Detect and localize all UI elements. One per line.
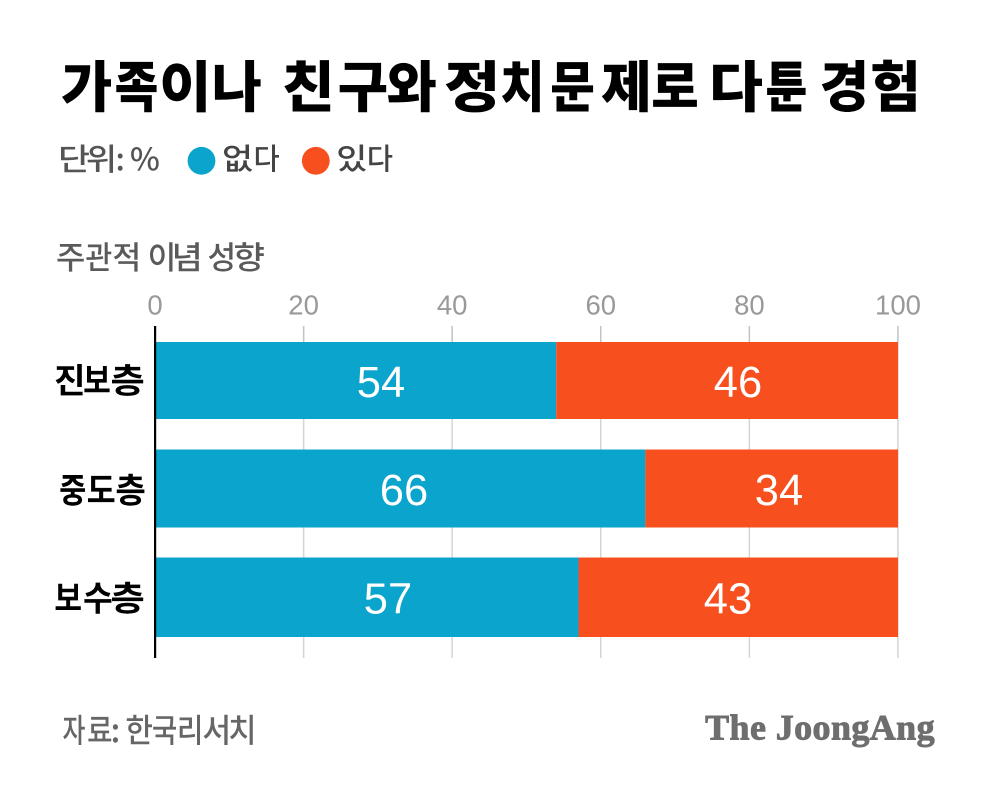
- svg-text:20: 20: [288, 290, 319, 321]
- svg-text:The JoongAng: The JoongAng: [705, 708, 935, 748]
- svg-text:60: 60: [586, 290, 617, 321]
- svg-text:57: 57: [364, 575, 412, 623]
- svg-text:54: 54: [357, 359, 405, 407]
- svg-text:80: 80: [734, 290, 765, 321]
- svg-text:40: 40: [437, 290, 468, 321]
- svg-text:0: 0: [147, 290, 162, 321]
- svg-text:43: 43: [704, 575, 752, 623]
- svg-text:66: 66: [380, 467, 428, 515]
- svg-text:34: 34: [755, 467, 803, 515]
- svg-text:46: 46: [714, 359, 762, 407]
- svg-text:100: 100: [875, 290, 921, 321]
